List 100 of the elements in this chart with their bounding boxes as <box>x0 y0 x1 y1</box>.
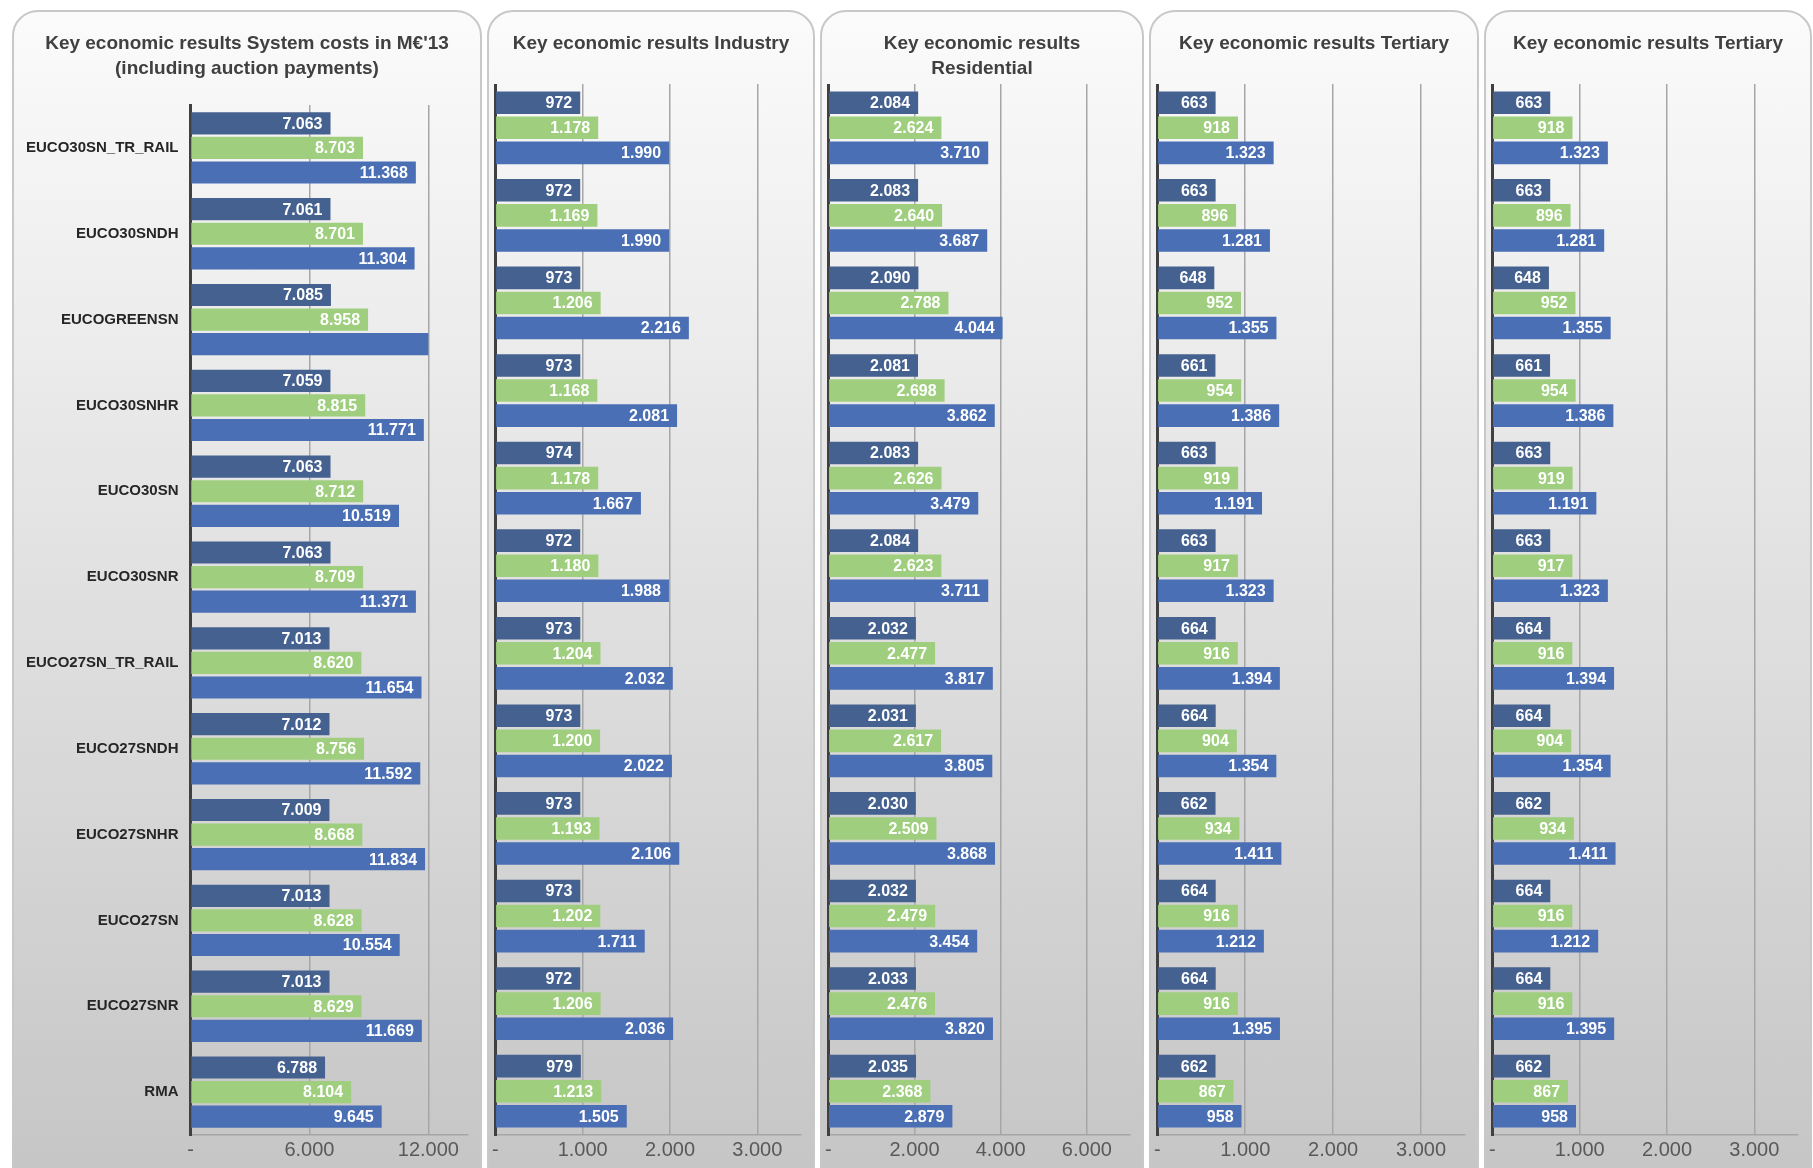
data-label: 664 <box>1515 619 1543 637</box>
data-label: 1.394 <box>1566 669 1607 687</box>
data-label: 8.815 <box>317 396 358 414</box>
data-label: 973 <box>545 619 573 637</box>
data-label: 952 <box>1206 294 1234 312</box>
data-label: 2.083 <box>870 444 911 462</box>
data-label: 7.061 <box>282 200 323 218</box>
data-label: 664 <box>1515 969 1543 987</box>
data-label: 2.368 <box>882 1082 923 1100</box>
data-label: 7.059 <box>282 372 323 390</box>
x-tick-label: 2.000 <box>644 1137 696 1160</box>
data-label: 916 <box>1203 644 1230 662</box>
data-label: 1.411 <box>1234 844 1274 862</box>
data-label: 7.013 <box>281 973 322 991</box>
data-label: 7.063 <box>282 114 323 132</box>
y-tick-label: EUCO30SN <box>97 481 179 499</box>
y-tick-label: EUCO30SNDH <box>76 223 179 241</box>
data-label: 8.620 <box>313 654 354 672</box>
data-label: 958 <box>1206 1107 1234 1125</box>
y-tick-label: EUCO30SNR <box>86 567 179 585</box>
data-label: 2.081 <box>629 407 670 425</box>
data-label: 2.083 <box>870 181 911 199</box>
data-label: 1.281 <box>1221 231 1263 249</box>
data-label: 664 <box>1515 707 1543 725</box>
chart-title: Key economic results Residential <box>882 31 1082 80</box>
data-label: 916 <box>1203 995 1230 1013</box>
data-label: 1.323 <box>1559 582 1600 600</box>
data-label: 916 <box>1203 907 1230 925</box>
data-label: 7.063 <box>282 458 323 476</box>
x-tick-label: - <box>187 1137 194 1160</box>
x-tick-label: 1.000 <box>1220 1137 1271 1160</box>
data-label: 1.505 <box>578 1107 619 1125</box>
x-tick-label: 4.000 <box>975 1137 1026 1160</box>
x-tick-label: 6.000 <box>284 1137 335 1160</box>
data-label: 1.988 <box>620 582 662 600</box>
data-label: 648 <box>1179 269 1207 287</box>
data-label: 8.703 <box>314 139 356 157</box>
data-label: 919 <box>1537 469 1565 487</box>
data-label: 664 <box>1515 882 1543 900</box>
data-label: 2.036 <box>625 1020 666 1038</box>
data-label: 972 <box>545 94 573 112</box>
y-tick-label: RMA <box>144 1082 179 1100</box>
data-label: 663 <box>1180 532 1208 550</box>
data-label: 2.032 <box>867 619 908 637</box>
data-label: 1.200 <box>552 732 593 750</box>
data-label: 958 <box>1541 1107 1569 1125</box>
data-label: 2.623 <box>893 557 934 575</box>
x-tick-label: 6.000 <box>1061 1137 1112 1160</box>
data-label: 1.204 <box>552 644 593 662</box>
y-tick-label: EUCO30SNHR <box>76 395 179 413</box>
y-tick-label: EUCO27SN_TR_RAIL <box>25 653 179 671</box>
data-label: 1.202 <box>552 907 593 925</box>
data-label: 11.304 <box>358 249 407 267</box>
data-label: 954 <box>1206 381 1234 399</box>
data-label: 8.756 <box>316 740 357 758</box>
data-label: 1.355 <box>1562 319 1603 337</box>
data-label: 1.191 <box>1548 494 1589 512</box>
data-label: 662 <box>1180 794 1208 812</box>
data-label: 11.371 <box>359 593 408 611</box>
data-label: 919 <box>1203 469 1231 487</box>
data-label: 1.667 <box>592 494 634 512</box>
data-label: 663 <box>1180 444 1208 462</box>
x-tick-label: 12.000 <box>397 1137 459 1160</box>
data-label: 2.476 <box>886 995 928 1013</box>
data-label: 2.033 <box>867 969 909 987</box>
data-label: 1.354 <box>1562 757 1603 775</box>
data-label: 2.035 <box>867 1057 909 1075</box>
data-label: 1.178 <box>550 119 591 137</box>
y-tick-label: EUCOGREENSN <box>61 309 179 327</box>
data-label: 9.645 <box>333 1108 374 1126</box>
data-label: 918 <box>1203 119 1231 137</box>
data-label: 1.395 <box>1566 1020 1607 1038</box>
data-label: 952 <box>1540 294 1568 312</box>
data-label: 973 <box>545 707 573 725</box>
data-label: 10.519 <box>342 507 392 525</box>
data-label: 663 <box>1180 94 1208 112</box>
data-label: 664 <box>1181 619 1208 637</box>
data-label: 1.711 <box>597 932 637 950</box>
x-tick-label: 1.000 <box>1554 1137 1605 1160</box>
data-label: 979 <box>546 1057 573 1075</box>
data-label: 7.012 <box>281 715 322 733</box>
data-label: 3.687 <box>939 231 980 249</box>
data-label: 7.085 <box>282 286 324 304</box>
data-label: 2.032 <box>867 882 908 900</box>
data-label: 896 <box>1535 206 1563 224</box>
data-label: 973 <box>545 794 573 812</box>
data-label: 867 <box>1533 1082 1561 1100</box>
data-label: 8.668 <box>314 825 355 843</box>
data-label: 867 <box>1198 1082 1226 1100</box>
data-label: 2.090 <box>870 269 911 287</box>
data-label: 973 <box>545 269 573 287</box>
data-label: 973 <box>545 882 573 900</box>
data-label: 2.106 <box>631 844 672 862</box>
data-label: 1.212 <box>1550 932 1591 950</box>
data-label: 8.709 <box>315 568 356 586</box>
data-label: 663 <box>1180 181 1208 199</box>
data-label: 1.386 <box>1565 407 1606 425</box>
data-label: 3.711 <box>941 582 981 600</box>
data-label: 904 <box>1536 732 1564 750</box>
data-label: 1.168 <box>549 381 590 399</box>
